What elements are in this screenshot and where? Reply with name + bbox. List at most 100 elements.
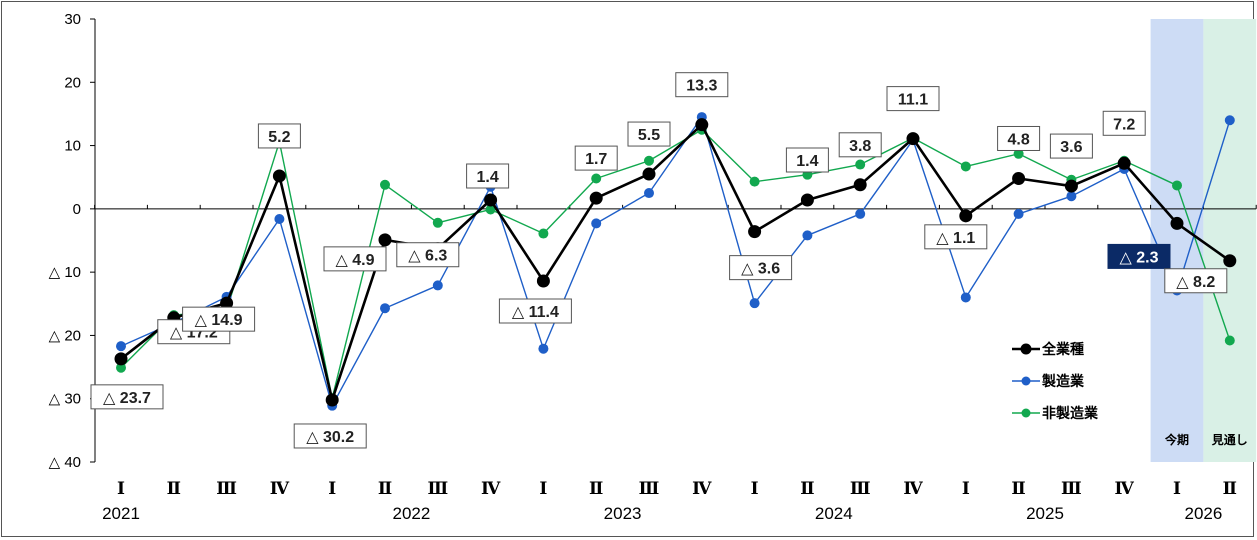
data-point [1117,156,1131,170]
x-tick-label: Ⅱ [800,479,814,498]
legend-label: 全業種 [1041,341,1084,358]
data-point [749,176,760,187]
data-point [114,352,128,366]
data-point [325,393,339,407]
data-label-box [574,145,618,171]
x-tick-label: Ⅰ [328,479,336,498]
data-point [748,225,762,239]
series-line-製造業 [120,116,1231,407]
year-label: 2024 [815,504,853,523]
data-label: △ 6.3 [408,248,447,265]
data-label-box [997,125,1041,151]
data-point [802,230,813,241]
band-current-term [1150,19,1204,462]
data-point [644,188,654,199]
data-point [960,161,971,172]
data-label: 3.8 [849,138,871,155]
data-label: 1.4 [796,153,818,170]
data-point [1170,216,1184,230]
data-label: 3.6 [1060,139,1082,156]
band-label: 見通し [1211,432,1248,447]
x-tick-label: Ⅱ [589,479,603,498]
x-tick-label: Ⅲ [1061,479,1082,498]
series-line-非製造業 [120,129,1231,399]
y-tick-label: 10 [64,138,81,155]
year-label: 2025 [1026,504,1064,523]
year-label: 2026 [1184,504,1222,523]
data-point [116,362,126,373]
data-label-box [924,224,988,250]
data-point [855,159,866,170]
x-tick-label: Ⅰ [1173,479,1181,498]
data-label-box [323,246,387,272]
data-point [644,155,654,166]
data-label-box [1107,243,1171,269]
x-tick-label: Ⅳ [692,479,712,498]
data-point [591,173,602,184]
data-point [116,341,126,352]
x-tick-label: Ⅳ [270,479,290,498]
x-tick-label: Ⅲ [427,479,448,498]
data-label-box [838,132,882,158]
legend-label: 非製造業 [1042,405,1099,422]
data-label-box [785,147,829,173]
data-point [538,228,549,239]
data-point [855,208,866,219]
data-label: 7.2 [1113,116,1135,133]
data-point [960,292,971,303]
data-point [432,217,443,228]
x-tick-label: Ⅰ [962,479,970,498]
data-label-box [729,255,793,281]
x-tick-label: Ⅰ [751,479,759,498]
data-label-box [675,72,729,98]
data-point [1224,115,1235,126]
data-point [1224,335,1235,346]
y-tick-label: △ 30 [49,391,81,408]
data-label: △ 2.3 [1120,249,1159,266]
x-tick-label: Ⅰ [117,479,125,498]
data-label-box [182,306,256,332]
data-label-box [1164,268,1228,294]
data-label: △ 30.2 [306,429,354,446]
data-point [1223,254,1237,268]
data-point [906,132,920,146]
x-tick-label: Ⅳ [1115,479,1135,498]
x-tick-label: Ⅱ [378,479,392,498]
data-point [220,296,234,310]
data-point [538,343,549,354]
data-label-box [293,423,367,449]
data-label: 1.4 [476,169,498,186]
x-tick-label: Ⅰ [539,479,547,498]
data-label-box [498,298,572,324]
y-tick-label: 30 [64,11,81,28]
data-point [695,118,709,132]
data-point [1064,179,1078,193]
band-outlook [1203,19,1257,462]
data-label-box [886,86,940,112]
data-point [959,209,973,223]
data-point [1013,148,1024,159]
data-point [380,303,390,314]
legend-marker [1021,408,1031,418]
data-label: △ 8.2 [1176,274,1215,291]
data-label: 5.2 [268,129,290,146]
data-label-box [466,163,510,189]
x-tick-label: Ⅲ [850,479,871,498]
data-label: △ 14.9 [195,312,243,329]
x-tick-label: Ⅱ [1223,479,1237,498]
legend-marker [1020,343,1032,355]
y-tick-label: △ 40 [49,454,81,471]
x-tick-label: Ⅱ [167,479,181,498]
x-tick-label: Ⅲ [216,479,237,498]
legend-label: 製造業 [1041,373,1085,390]
data-label-box [396,242,460,268]
data-label-box [90,384,164,410]
band-label: 今期 [1164,432,1189,447]
data-point [380,179,390,190]
data-point [1066,191,1077,202]
year-label: 2021 [102,504,140,523]
data-label: 5.5 [638,127,660,144]
legend-marker [1021,376,1031,386]
data-point [536,274,550,288]
